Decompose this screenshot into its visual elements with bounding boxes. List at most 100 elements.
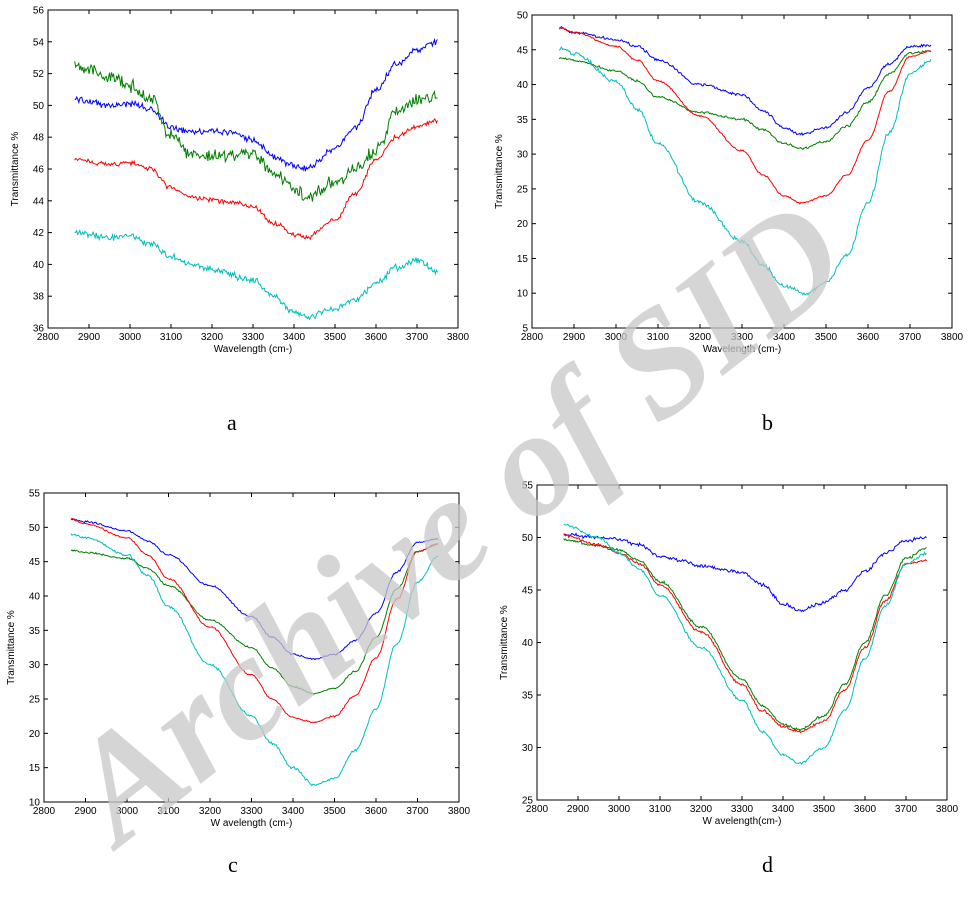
x-axis-label-b: Wavelength (cm-) bbox=[703, 344, 782, 355]
y-tick-label: 35 bbox=[517, 115, 529, 126]
x-tick-label: 3800 bbox=[936, 804, 959, 815]
x-tick-label: 3300 bbox=[242, 332, 265, 343]
y-tick-label: 30 bbox=[522, 743, 534, 754]
series-line-d-3 bbox=[563, 533, 927, 734]
caption-d: d bbox=[762, 852, 773, 877]
y-tick-label: 48 bbox=[33, 133, 45, 144]
x-axis-label-a: Wavelength (cm-) bbox=[214, 344, 293, 355]
x-tick-label: 3700 bbox=[895, 804, 918, 815]
x-tick-label: 2800 bbox=[37, 332, 60, 343]
y-tick-label: 45 bbox=[522, 586, 534, 597]
series-line-c-4 bbox=[70, 533, 439, 787]
series-line-a-1 bbox=[74, 37, 438, 172]
x-tick-label: 3100 bbox=[160, 332, 183, 343]
x-tick-label: 3800 bbox=[447, 332, 470, 343]
x-tick-label: 3400 bbox=[283, 332, 306, 343]
y-tick-label: 45 bbox=[517, 45, 529, 56]
chart-a-svg: 2800 2900 3000 3100 3200 3300 3400 3500 3600 3700… bbox=[10, 6, 470, 356]
x-tick-label: 3800 bbox=[448, 806, 471, 817]
series-group-b bbox=[558, 25, 932, 296]
x-tick-label: 3400 bbox=[282, 806, 305, 817]
y-tick-label: 25 bbox=[517, 184, 529, 195]
y-tick-label: 35 bbox=[522, 691, 534, 702]
chart-panel-a: 2800 2900 3000 3100 3200 3300 3400 3500 3600 3700… bbox=[0, 0, 487, 365]
y-tick-label: 44 bbox=[33, 196, 45, 207]
x-tick-label: 3800 bbox=[941, 332, 964, 343]
x-tick-label: 2900 bbox=[567, 804, 590, 815]
y-tick-label: 5 bbox=[522, 324, 528, 335]
series-line-b-1 bbox=[558, 25, 932, 136]
series-line-d-2 bbox=[563, 538, 927, 732]
y-tick-label: 40 bbox=[29, 592, 41, 603]
x-tick-label: 3500 bbox=[323, 806, 346, 817]
plot-frame-b bbox=[531, 14, 953, 329]
chart-panel-d: 2800 2900 3000 3100 3200 3300 3400 3500 3600 3700… bbox=[487, 475, 974, 828]
y-tick-label: 50 bbox=[29, 523, 41, 534]
y-tick-label: 38 bbox=[33, 292, 45, 303]
y-tick-label: 10 bbox=[29, 798, 41, 809]
x-tick-label: 3400 bbox=[772, 804, 795, 815]
x-tick-label: 3400 bbox=[773, 332, 796, 343]
plot-frame-a bbox=[47, 9, 459, 329]
y-tick-label: 54 bbox=[33, 37, 45, 48]
x-tick-label: 3300 bbox=[240, 806, 263, 817]
x-tick-label: 2900 bbox=[74, 806, 97, 817]
x-tick-label: 3200 bbox=[690, 804, 713, 815]
x-tick-label: 3600 bbox=[365, 806, 388, 817]
x-tick-label: 3300 bbox=[731, 332, 754, 343]
x-tick-label: 3600 bbox=[854, 804, 877, 815]
series-group-c bbox=[70, 517, 439, 787]
y-tick-label: 25 bbox=[522, 796, 534, 807]
y-axis-label-c: Transmittance % bbox=[6, 610, 17, 685]
series-line-c-1 bbox=[70, 518, 439, 661]
x-tick-label: 3000 bbox=[116, 806, 139, 817]
series-line-c-3 bbox=[70, 517, 439, 724]
series-line-a-3 bbox=[74, 118, 438, 241]
caption-a: a bbox=[227, 410, 237, 435]
y-tick-label: 25 bbox=[29, 695, 41, 706]
series-line-d-1 bbox=[563, 532, 927, 613]
x-tick-label: 3500 bbox=[813, 804, 836, 815]
series-line-b-3 bbox=[559, 26, 932, 205]
y-tick-label: 46 bbox=[33, 165, 45, 176]
x-axis-label-d: W avelength(cm-) bbox=[703, 816, 782, 827]
x-tick-label: 3500 bbox=[815, 332, 838, 343]
series-line-b-2 bbox=[558, 49, 932, 151]
y-axis-label-b: Transmittance % bbox=[494, 134, 505, 209]
y-tick-label: 30 bbox=[29, 660, 41, 671]
series-line-c-2 bbox=[70, 543, 439, 696]
x-tick-label: 3700 bbox=[899, 332, 922, 343]
x-tick-label: 2800 bbox=[526, 804, 549, 815]
x-tick-label: 3200 bbox=[689, 332, 712, 343]
y-tick-label: 20 bbox=[517, 219, 529, 230]
y-tick-label: 35 bbox=[29, 626, 41, 637]
x-tick-label: 3600 bbox=[857, 332, 880, 343]
x-tick-label: 3700 bbox=[406, 332, 429, 343]
y-tick-label: 15 bbox=[29, 763, 41, 774]
series-line-a-2 bbox=[74, 61, 438, 202]
y-tick-label: 55 bbox=[29, 489, 41, 500]
x-tick-label: 2800 bbox=[33, 806, 56, 817]
y-tick-label: 50 bbox=[522, 533, 534, 544]
x-tick-label: 3300 bbox=[731, 804, 754, 815]
caption-c: c bbox=[228, 852, 238, 877]
y-tick-label: 30 bbox=[517, 150, 529, 161]
y-tick-label: 10 bbox=[517, 289, 529, 300]
x-tick-label: 3200 bbox=[201, 332, 224, 343]
y-tick-label: 55 bbox=[522, 481, 534, 492]
x-tick-label: 2900 bbox=[78, 332, 101, 343]
y-tick-label: 40 bbox=[517, 80, 529, 91]
y-tick-label: 52 bbox=[33, 69, 45, 80]
series-group-d bbox=[563, 523, 927, 766]
plot-frame-d bbox=[536, 484, 948, 801]
x-tick-label: 3500 bbox=[324, 332, 347, 343]
series-group-a bbox=[74, 37, 438, 321]
y-tick-label: 36 bbox=[33, 324, 45, 335]
x-tick-label: 3000 bbox=[608, 804, 631, 815]
x-tick-label: 2900 bbox=[563, 332, 586, 343]
chart-d-svg: 2800 2900 3000 3100 3200 3300 3400 3500 3600 3700… bbox=[499, 481, 959, 828]
x-tick-label: 3000 bbox=[119, 332, 142, 343]
y-tick-label: 45 bbox=[29, 557, 41, 568]
y-tick-label: 56 bbox=[33, 6, 45, 17]
chart-panel-c: 2800 2900 3000 3100 3200 3300 3400 3500 3600 3700… bbox=[0, 475, 487, 830]
